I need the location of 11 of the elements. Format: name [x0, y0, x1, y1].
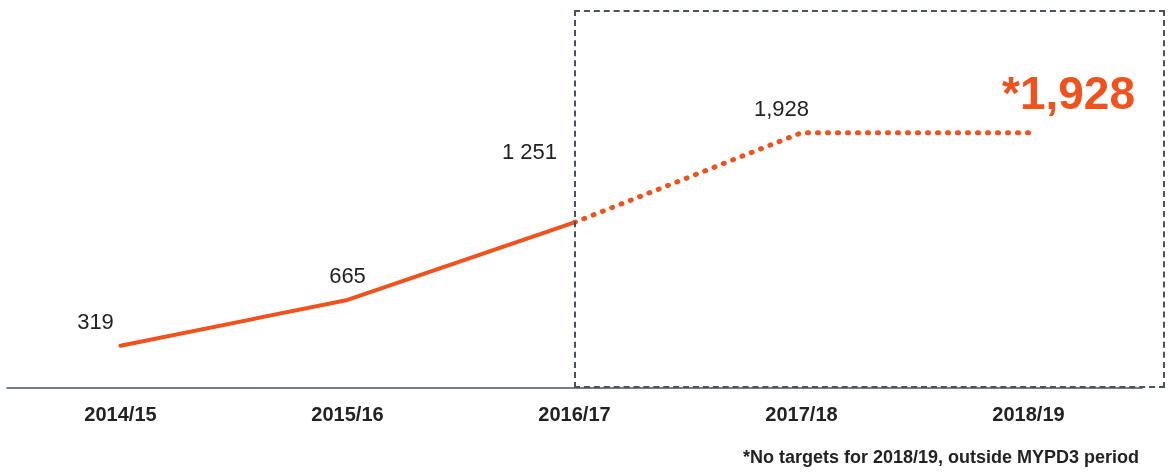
- x-tick-label: 2015/16: [311, 403, 384, 425]
- x-tick-label: 2018/19: [992, 403, 1065, 425]
- x-tick-label: 2016/17: [538, 403, 611, 425]
- text: *No targets for 2018/19, outside MYPD3 period: [742, 447, 1139, 467]
- x-tick-label: 2014/15: [84, 403, 157, 425]
- x-tick-label: 2017/18: [765, 403, 838, 425]
- data-label: 1 251: [501, 138, 558, 164]
- data-label: 319: [77, 309, 114, 335]
- data-label: 665: [329, 263, 366, 289]
- data-label: 1,928: [753, 96, 810, 122]
- data-label: *1,928: [1001, 66, 1136, 119]
